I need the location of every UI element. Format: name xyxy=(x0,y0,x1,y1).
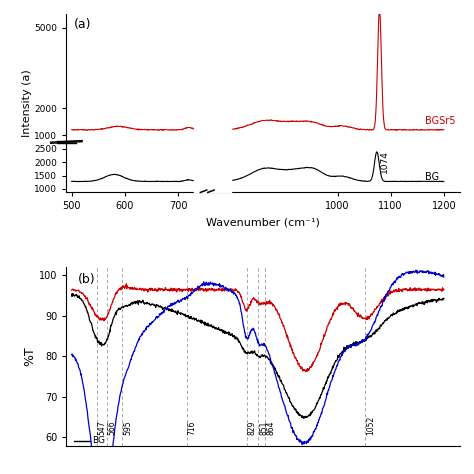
Text: BGSr5: BGSr5 xyxy=(425,117,456,127)
Text: 1074: 1074 xyxy=(380,150,389,173)
Y-axis label: %T: %T xyxy=(23,346,36,366)
Text: 1052: 1052 xyxy=(366,416,375,436)
Text: BG: BG xyxy=(92,436,105,445)
Y-axis label: Intensity (a): Intensity (a) xyxy=(21,70,32,137)
X-axis label: Wavenumber (cm⁻¹): Wavenumber (cm⁻¹) xyxy=(206,217,320,227)
Text: 829: 829 xyxy=(247,421,256,436)
Text: 547: 547 xyxy=(98,421,107,436)
Text: 851: 851 xyxy=(259,421,268,436)
Text: 864: 864 xyxy=(266,421,275,436)
Text: 595: 595 xyxy=(123,421,132,436)
Text: BG: BG xyxy=(425,172,439,182)
Text: (b): (b) xyxy=(78,273,96,286)
Text: 566: 566 xyxy=(108,421,117,436)
Text: (a): (a) xyxy=(74,18,92,31)
Text: 716: 716 xyxy=(188,421,197,436)
